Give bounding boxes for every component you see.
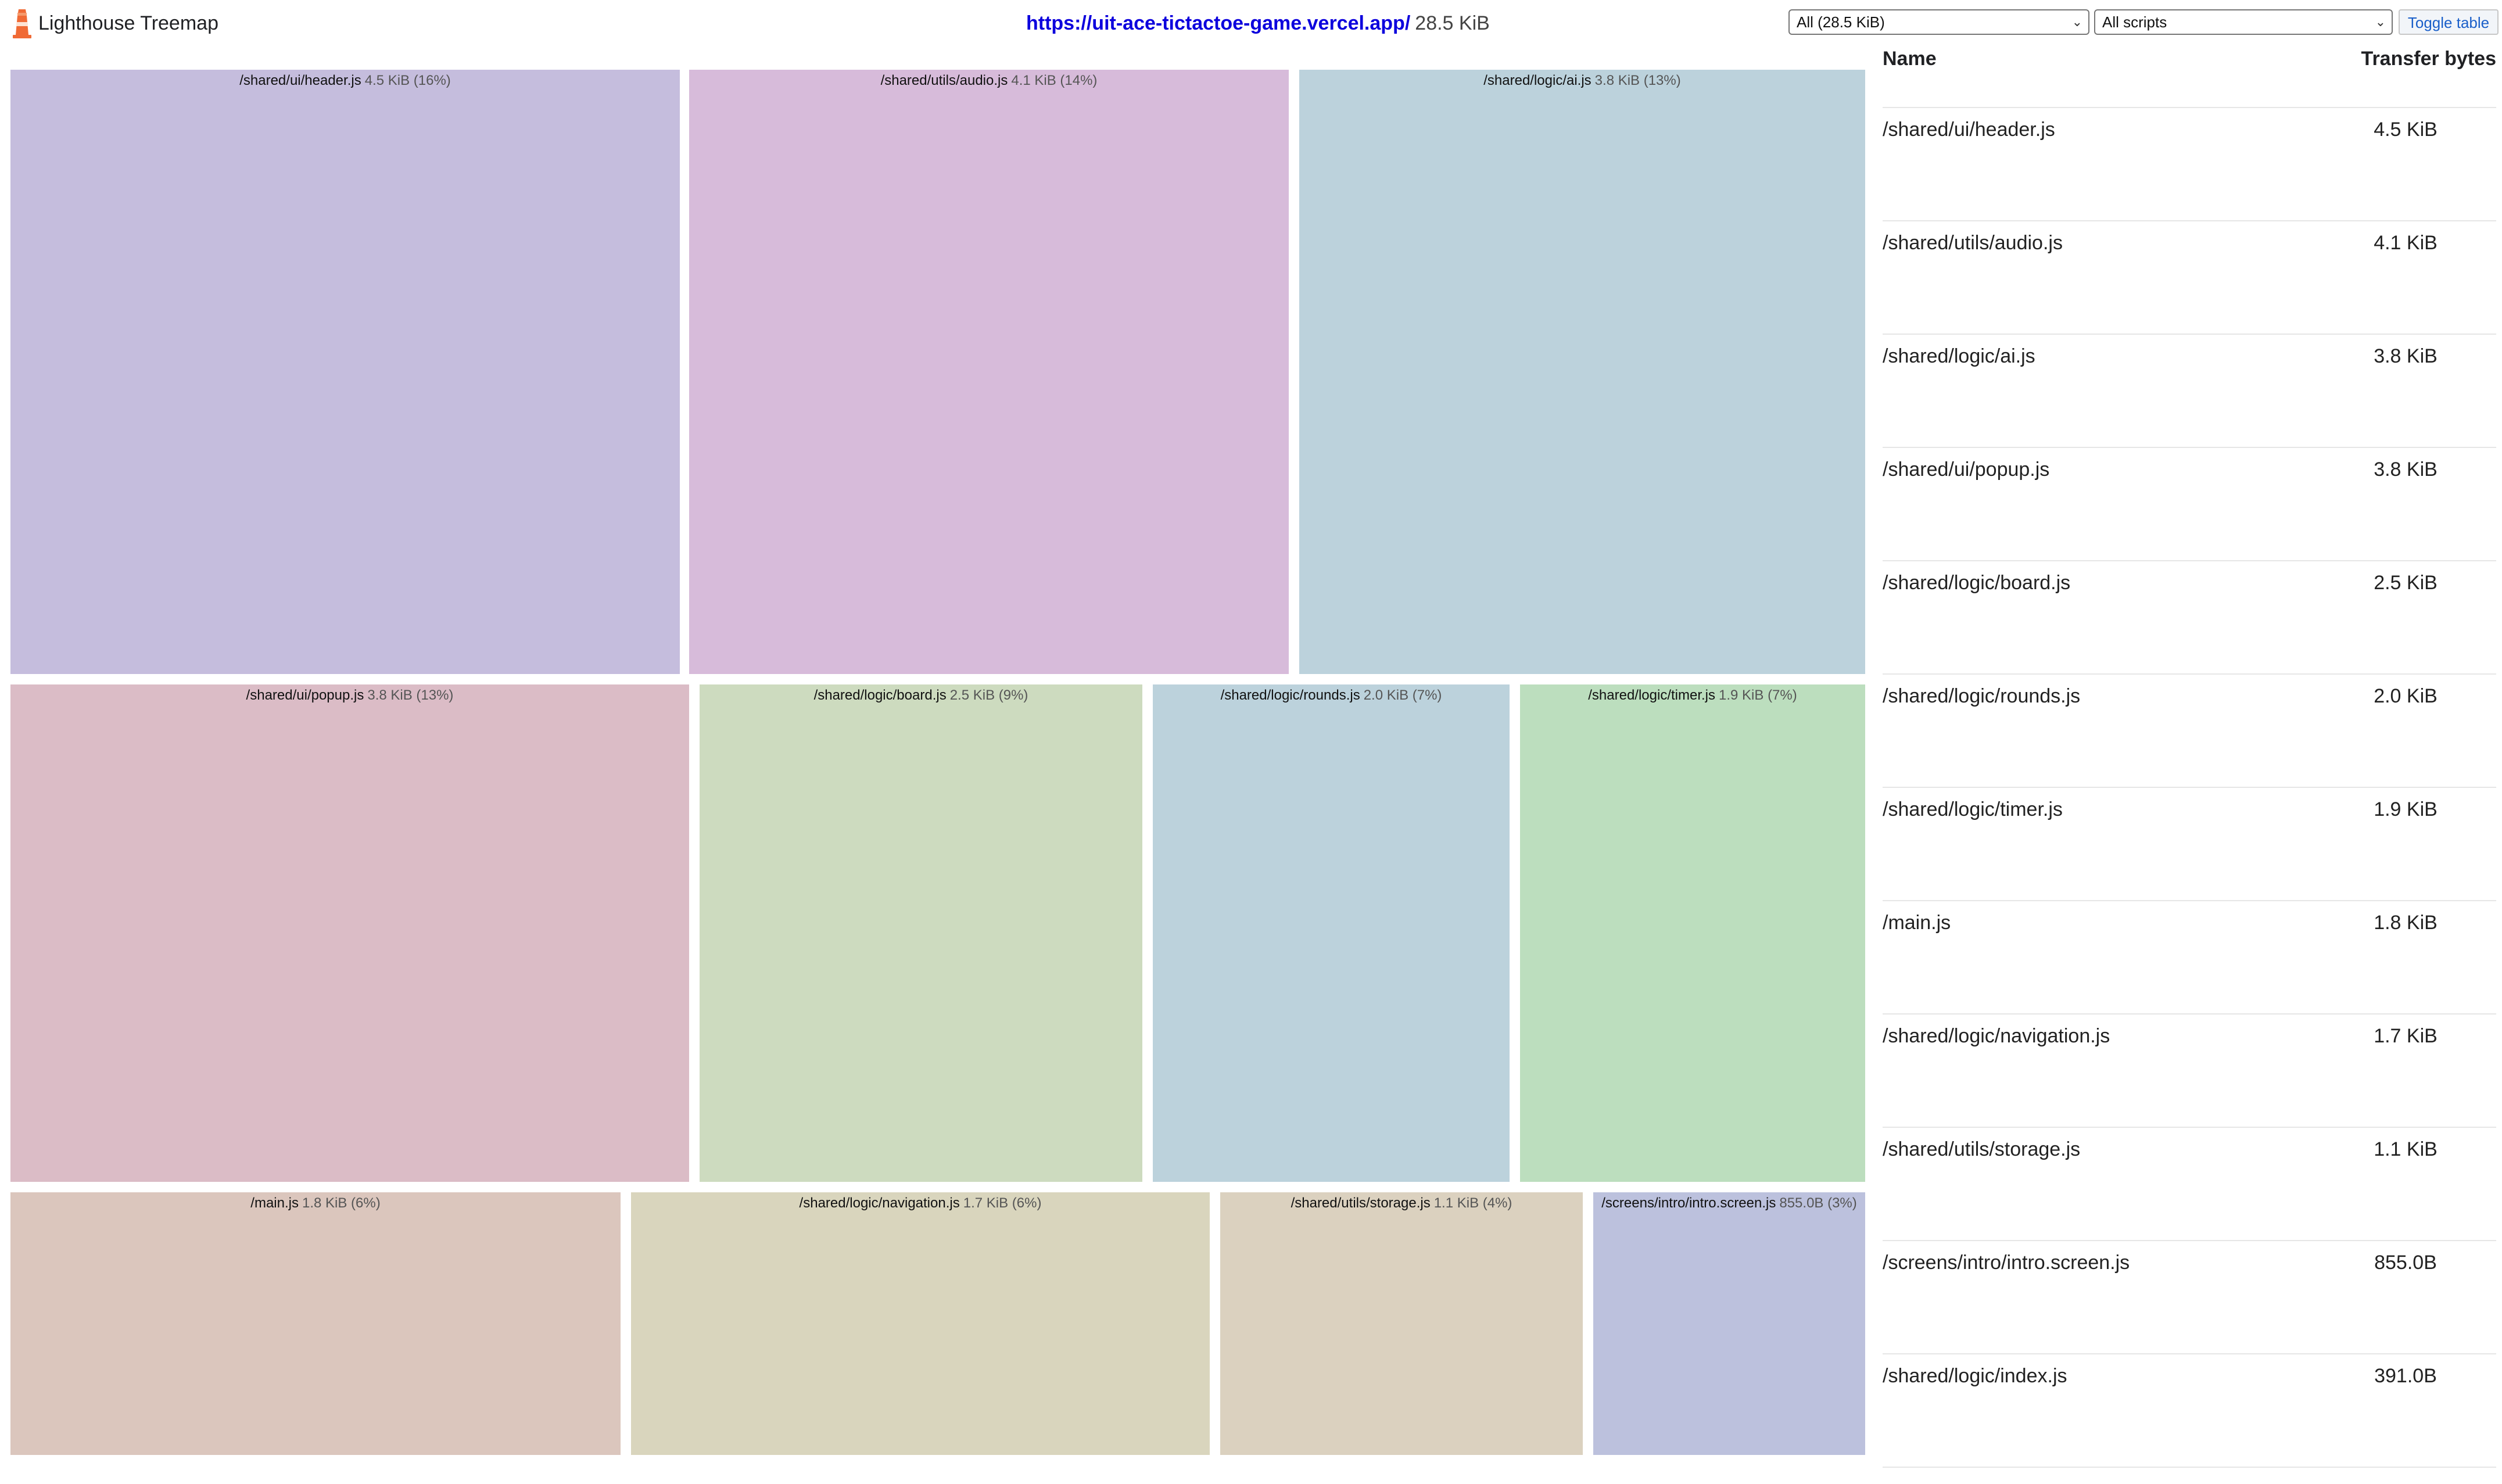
script-select[interactable]: All scripts ⌄ bbox=[2094, 9, 2393, 35]
treemap-cell[interactable]: /shared/utils/storage.js 1.1 KiB (4%) bbox=[1220, 1192, 1583, 1455]
row-name: /shared/logic/ai.js bbox=[1883, 345, 2035, 367]
row-name: /shared/ui/header.js bbox=[1883, 119, 2055, 141]
cell-name: /shared/logic/navigation.js bbox=[799, 1195, 960, 1211]
row-bytes: 4.5 KiB bbox=[2374, 119, 2438, 141]
cell-name: /shared/ui/popup.js bbox=[246, 687, 364, 703]
cell-size: 3.8 KiB (13%) bbox=[1594, 73, 1681, 88]
table-row[interactable]: /shared/logic/index.js 391.0B bbox=[1883, 1354, 2496, 1468]
table-row[interactable]: /shared/ui/header.js 4.5 KiB bbox=[1883, 108, 2496, 221]
cell-size: 2.5 KiB (9%) bbox=[949, 687, 1028, 703]
cell-size: 4.1 KiB (14%) bbox=[1011, 73, 1098, 88]
row-name: /shared/logic/timer.js bbox=[1883, 798, 2063, 820]
group-select[interactable]: All (28.5 KiB) ⌄ bbox=[1788, 9, 2089, 35]
treemap-cell[interactable]: /shared/logic/ai.js 3.8 KiB (13%) bbox=[1299, 70, 1865, 674]
chevron-down-icon: ⌄ bbox=[2071, 15, 2082, 29]
table-row[interactable]: /shared/ui/popup.js 3.8 KiB bbox=[1883, 448, 2496, 561]
table-row[interactable]: /shared/logic/navigation.js 1.7 KiB bbox=[1883, 1015, 2496, 1128]
cell-name: /main.js bbox=[250, 1195, 299, 1211]
treemap-cell[interactable]: /shared/logic/rounds.js 2.0 KiB (7%) bbox=[1153, 684, 1510, 1182]
row-bytes: 4.1 KiB bbox=[2374, 232, 2438, 254]
files-table: Name Transfer bytes /shared/ui/header.js… bbox=[1883, 46, 2496, 1468]
table-row[interactable]: /shared/utils/audio.js 4.1 KiB bbox=[1883, 221, 2496, 335]
column-header-transfer-bytes[interactable]: Transfer bytes bbox=[2361, 48, 2496, 70]
app-title: Lighthouse Treemap bbox=[38, 12, 218, 34]
header-bar: Lighthouse Treemap https://uit-ace-ticta… bbox=[0, 0, 2502, 46]
total-size: 28.5 KiB bbox=[1415, 12, 1490, 34]
cell-name: /shared/logic/rounds.js bbox=[1220, 687, 1360, 703]
row-name: /main.js bbox=[1883, 912, 1951, 934]
cell-name: /shared/utils/audio.js bbox=[880, 73, 1008, 88]
treemap-cell[interactable]: /shared/ui/header.js 4.5 KiB (16%) bbox=[10, 70, 680, 674]
table-row[interactable]: /main.js 1.8 KiB bbox=[1883, 901, 2496, 1015]
cell-size: 4.5 KiB (16%) bbox=[364, 73, 451, 88]
script-select-value: All scripts bbox=[2102, 13, 2167, 31]
column-header-name[interactable]: Name bbox=[1883, 48, 1937, 70]
cell-size: 855.0B (3%) bbox=[1779, 1195, 1857, 1211]
page-url-summary: https://uit-ace-tictactoe-game.vercel.ap… bbox=[1026, 12, 1490, 35]
treemap-cell[interactable]: /shared/logic/timer.js 1.9 KiB (7%) bbox=[1520, 684, 1865, 1182]
cell-size: 3.8 KiB (13%) bbox=[367, 687, 454, 703]
row-bytes: 3.8 KiB bbox=[2374, 345, 2438, 367]
table-row[interactable]: /screens/intro/intro.screen.js 855.0B bbox=[1883, 1241, 2496, 1354]
cell-size: 1.1 KiB (4%) bbox=[1433, 1195, 1512, 1211]
cell-name: /shared/utils/storage.js bbox=[1291, 1195, 1431, 1211]
treemap-cell[interactable]: /shared/ui/popup.js 3.8 KiB (13%) bbox=[10, 684, 689, 1182]
cell-size: 2.0 KiB (7%) bbox=[1363, 687, 1442, 703]
row-name: /shared/ui/popup.js bbox=[1883, 458, 2050, 481]
table-row[interactable]: /shared/logic/board.js 2.5 KiB bbox=[1883, 561, 2496, 675]
cell-name: /shared/ui/header.js bbox=[239, 73, 361, 88]
treemap-cell[interactable]: /screens/intro/intro.screen.js 855.0B (3%… bbox=[1593, 1192, 1865, 1455]
cell-name: /shared/logic/board.js bbox=[813, 687, 947, 703]
table-row[interactable]: /shared/utils/storage.js 1.1 KiB bbox=[1883, 1128, 2496, 1241]
row-name: /shared/logic/navigation.js bbox=[1883, 1025, 2110, 1047]
row-bytes: 3.8 KiB bbox=[2374, 458, 2438, 481]
row-bytes: 391.0B bbox=[2374, 1365, 2437, 1387]
table-row[interactable]: /shared/logic/rounds.js 2.0 KiB bbox=[1883, 675, 2496, 788]
cell-name: /shared/logic/ai.js bbox=[1483, 73, 1591, 88]
table-row[interactable]: /shared/logic/ai.js 3.8 KiB bbox=[1883, 335, 2496, 448]
row-name: /shared/utils/audio.js bbox=[1883, 232, 2063, 254]
row-bytes: 855.0B bbox=[2374, 1252, 2437, 1274]
row-bytes: 1.1 KiB bbox=[2374, 1138, 2438, 1160]
lighthouse-logo-icon bbox=[13, 9, 31, 38]
toggle-table-button[interactable]: Toggle table bbox=[2399, 9, 2499, 35]
cell-name: /screens/intro/intro.screen.js bbox=[1601, 1195, 1776, 1211]
cell-size: 1.8 KiB (6%) bbox=[302, 1195, 381, 1211]
row-bytes: 1.9 KiB bbox=[2374, 798, 2438, 820]
group-select-value: All (28.5 KiB) bbox=[1797, 13, 1885, 31]
treemap: /shared/ui/header.js 4.5 KiB (16%) /share… bbox=[10, 70, 1865, 1455]
row-name: /shared/logic/rounds.js bbox=[1883, 685, 2081, 707]
row-bytes: 1.7 KiB bbox=[2374, 1025, 2438, 1047]
row-name: /shared/logic/index.js bbox=[1883, 1365, 2067, 1387]
row-name: /shared/logic/board.js bbox=[1883, 572, 2071, 594]
row-name: /shared/utils/storage.js bbox=[1883, 1138, 2081, 1160]
table-header: Name Transfer bytes bbox=[1883, 46, 2496, 108]
treemap-cell[interactable]: /main.js 1.8 KiB (6%) bbox=[10, 1192, 621, 1455]
row-bytes: 2.0 KiB bbox=[2374, 685, 2438, 707]
page-url-link[interactable]: https://uit-ace-tictactoe-game.vercel.ap… bbox=[1026, 12, 1411, 34]
treemap-cell[interactable]: /shared/utils/audio.js 4.1 KiB (14%) bbox=[689, 70, 1289, 674]
treemap-cell[interactable]: /shared/logic/navigation.js 1.7 KiB (6%) bbox=[631, 1192, 1210, 1455]
treemap-cell[interactable]: /shared/logic/board.js 2.5 KiB (9%) bbox=[700, 684, 1142, 1182]
cell-size: 1.7 KiB (6%) bbox=[963, 1195, 1042, 1211]
row-name: /screens/intro/intro.screen.js bbox=[1883, 1252, 2130, 1274]
row-bytes: 2.5 KiB bbox=[2374, 572, 2438, 594]
cell-size: 1.9 KiB (7%) bbox=[1719, 687, 1797, 703]
row-bytes: 1.8 KiB bbox=[2374, 912, 2438, 934]
cell-name: /shared/logic/timer.js bbox=[1588, 687, 1716, 703]
chevron-down-icon: ⌄ bbox=[2375, 15, 2386, 29]
table-row[interactable]: /shared/logic/timer.js 1.9 KiB bbox=[1883, 788, 2496, 901]
